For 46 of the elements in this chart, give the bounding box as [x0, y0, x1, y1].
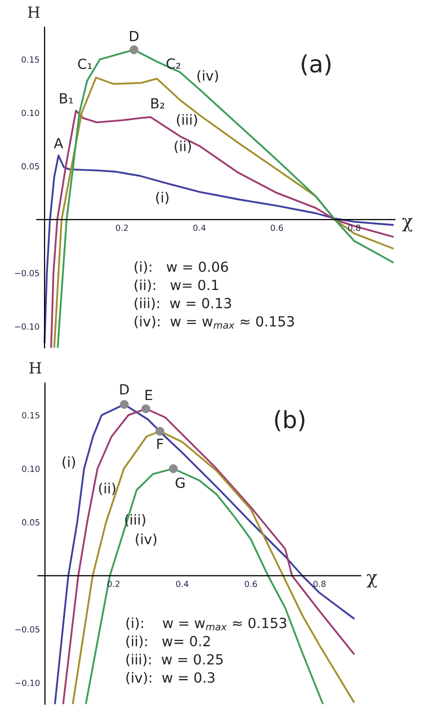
annotation: B₂: [151, 98, 164, 108]
x-tick-label: 0.4: [193, 224, 206, 231]
annotation: (i): w = 0.06 (ii): w= 0.1 (iii): w = 0.13 (iv): w = w$_{max}$ ≈ 0.153: [134, 261, 294, 329]
y-axis-title: H: [29, 362, 42, 374]
annotation: (i): [62, 456, 75, 469]
x-axis-title: χ: [402, 218, 413, 232]
line-series: [44, 154, 394, 344]
annotation: (b): [275, 410, 304, 432]
annotation: A: [54, 138, 64, 148]
x-tick-label: 0.8: [313, 580, 326, 588]
annotation: (i): [156, 192, 168, 204]
y-tick-label: 0.15: [22, 412, 40, 418]
annotation: (a): [302, 54, 331, 76]
point: [120, 400, 129, 409]
annotation: D: [130, 30, 138, 42]
y-tick-label: 0.05: [22, 519, 40, 526]
y-tick-label: −0.05: [15, 626, 40, 633]
annotation: (iii): [176, 114, 197, 126]
annotation: (ii): [174, 140, 191, 154]
annotation: C₂: [166, 58, 180, 69]
y-tick-label: −0.05: [15, 270, 39, 276]
y-tick-label: 0.10: [22, 110, 40, 116]
annotation: C₁: [78, 58, 92, 70]
annotation: (ii): [99, 482, 116, 496]
annotation: F: [157, 438, 164, 449]
annotation: (iv): [136, 534, 156, 546]
y-axis-title: H: [28, 6, 40, 18]
point: [168, 464, 178, 474]
point: [141, 404, 150, 414]
text: (i): w = w$_{max}$ ≈ 0.153 (ii): w= 0.2 (iii): w = 0.25 (iv): w = 0.3: [126, 617, 286, 684]
y-tick-label: 0.15: [22, 56, 39, 63]
annotation: (iv): [197, 70, 218, 82]
point: [156, 426, 164, 436]
y-tick-label: −0.10: [15, 323, 40, 330]
annotation: E: [146, 390, 152, 400]
x-tick-label: 0.2: [116, 224, 128, 231]
annotation: B₁: [60, 93, 73, 104]
annotation: G: [176, 477, 184, 488]
x-tick-label: 0.4: [176, 580, 188, 588]
y-tick-label: 0.05: [22, 163, 39, 170]
x-tick-label: 0.6: [270, 224, 283, 231]
y-tick-label: −0.10: [15, 680, 40, 686]
y-tick-label: 0.10: [22, 466, 40, 472]
x-tick-label: 0.6: [244, 580, 257, 588]
annotation: D: [120, 384, 129, 394]
x-axis-title: χ: [366, 574, 378, 588]
